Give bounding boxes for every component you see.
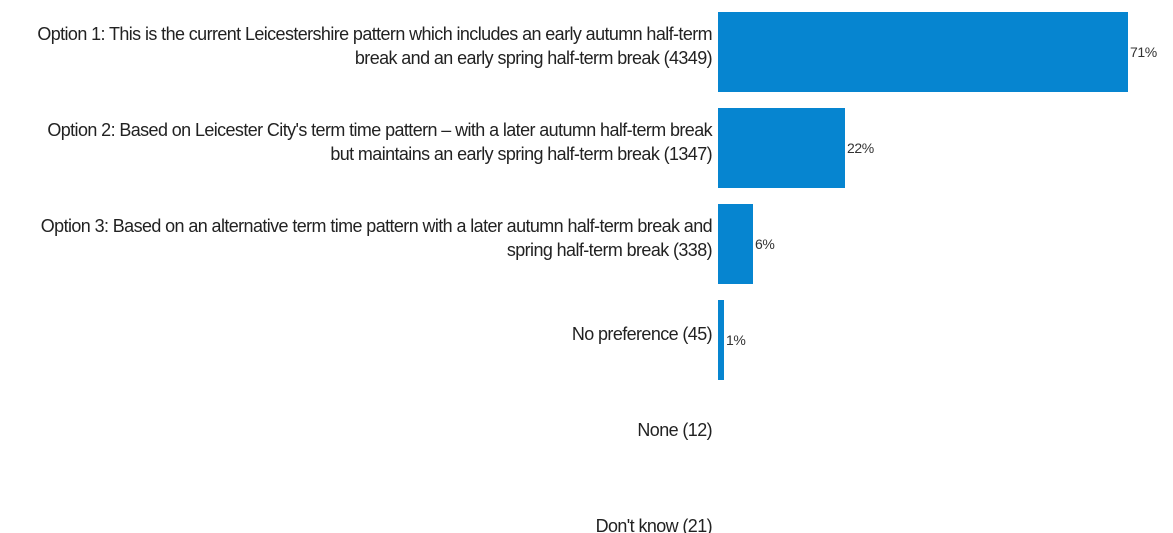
category-label: Option 1: This is the current Leicesters… bbox=[37, 23, 713, 68]
bar bbox=[718, 300, 724, 380]
category-label: None (12) bbox=[637, 419, 712, 440]
value-label: 22% bbox=[847, 140, 874, 156]
value-label: 6% bbox=[755, 236, 775, 252]
category-label: Option 2: Based on Leicester City's term… bbox=[47, 119, 713, 164]
category-label: No preference (45) bbox=[571, 323, 713, 344]
bar bbox=[718, 108, 845, 188]
value-label: 1% bbox=[726, 332, 746, 348]
bar bbox=[718, 12, 1128, 92]
bar bbox=[718, 204, 753, 284]
category-label: Don't know (21) bbox=[595, 515, 713, 533]
category-label: Option 3: Based on an alternative term t… bbox=[40, 215, 713, 260]
value-label: 71% bbox=[1130, 44, 1157, 60]
